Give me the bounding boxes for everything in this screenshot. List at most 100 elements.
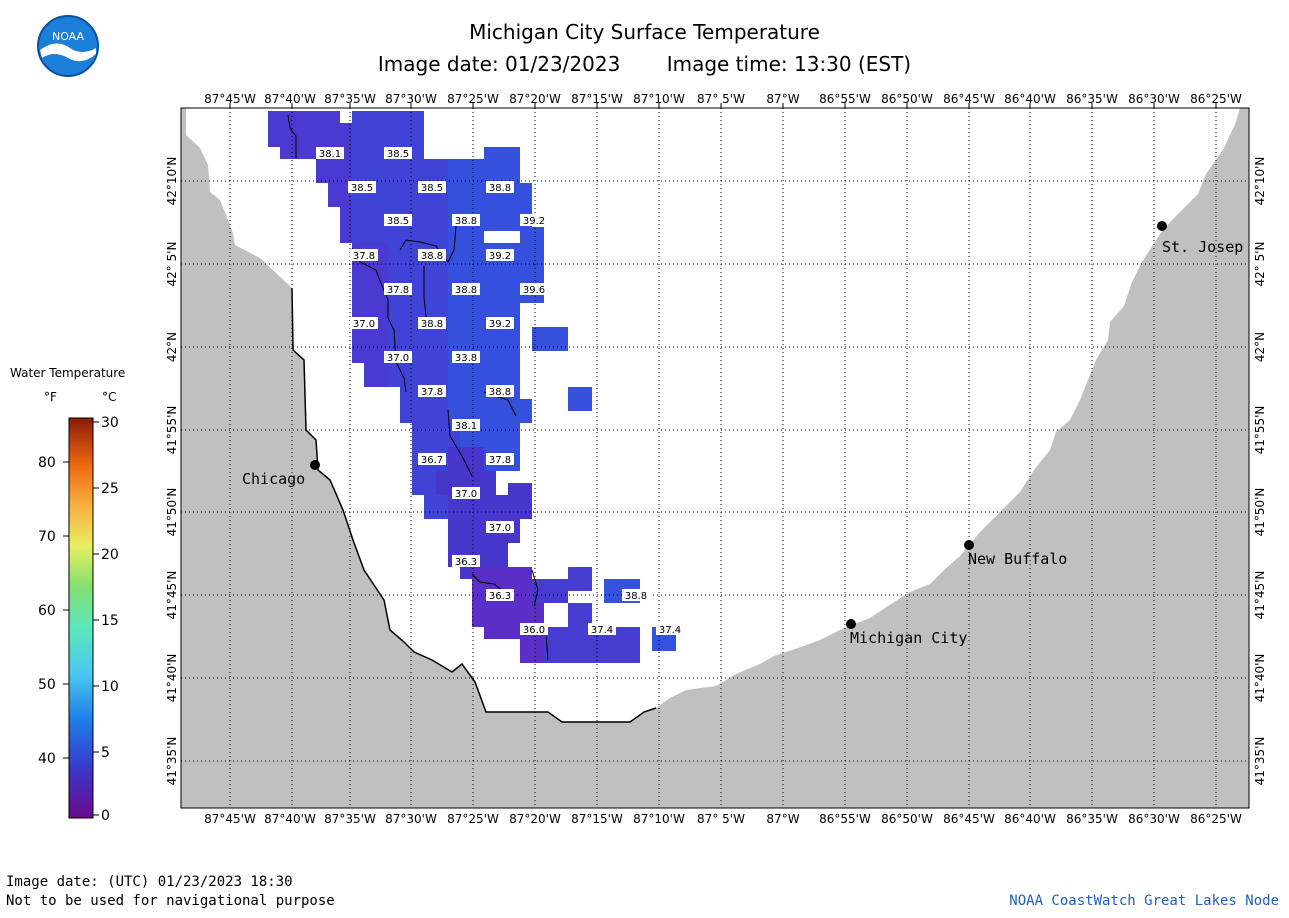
map-ticks	[229, 103, 1217, 108]
lon-label: 86°40'W	[1004, 812, 1056, 826]
legend-c-tick: 0	[101, 808, 110, 824]
legend-unit-c: °C	[102, 390, 117, 404]
legend-f-tick: 70	[38, 529, 56, 545]
lon-label: 87° 5'W	[697, 812, 745, 826]
lon-label: 86°55'W	[819, 812, 871, 826]
lat-label: 42°10'N	[1253, 157, 1267, 206]
lat-labels-left: 42°10'N 42° 5'N 42°N 41°55'N 41°50'N 41°…	[165, 157, 179, 786]
lon-label: 87°15'W	[571, 92, 623, 106]
temp-label: 36.3	[455, 557, 477, 568]
lon-label: 87°25'W	[447, 812, 499, 826]
lon-label: 87°30'W	[385, 92, 437, 106]
page-title: Michigan City Surface Temperature	[469, 20, 820, 44]
temp-label: 38.8	[625, 591, 647, 602]
lat-label: 42°10'N	[165, 157, 179, 206]
legend-f-tick: 50	[38, 677, 56, 693]
temp-label: 37.0	[353, 319, 375, 330]
lat-label: 41°45'N	[165, 571, 179, 620]
temp-label: 37.4	[591, 625, 613, 636]
city-markers: Chicago Michigan City New Buffalo St. Jo…	[242, 221, 1243, 647]
city-marker-new-buffalo	[964, 540, 974, 550]
lon-label: 86°35'W	[1066, 92, 1118, 106]
logo-text: NOAA	[52, 30, 85, 43]
legend-c-tick: 15	[101, 613, 119, 629]
shoreline	[291, 287, 657, 723]
temp-label: 37.8	[489, 455, 511, 466]
temp-label: 37.8	[387, 285, 409, 296]
lon-label: 87°25'W	[447, 92, 499, 106]
legend-c-ticks: 30 25 20 15 10 5 0	[101, 415, 119, 824]
lat-label: 41°40'N	[1253, 654, 1267, 703]
noaa-logo-icon: NOAA	[36, 14, 100, 78]
lon-label: 87°20'W	[509, 812, 561, 826]
city-label-chicago: Chicago	[242, 470, 305, 488]
lon-label: 86°25'W	[1190, 92, 1242, 106]
footer-utc-date: Image date: (UTC) 01/23/2023 18:30	[6, 874, 293, 890]
lon-label: 86°45'W	[943, 92, 995, 106]
temp-label: 36.3	[489, 591, 511, 602]
image-date: Image date: 01/23/2023	[377, 52, 621, 76]
lat-label: 41°55'N	[1253, 406, 1267, 455]
lat-label: 41°45'N	[1253, 571, 1267, 620]
temp-label: 38.8	[489, 183, 511, 194]
lat-label: 42° 5'N	[1253, 242, 1267, 287]
temp-label: 36.0	[523, 625, 545, 636]
lon-label: 86°45'W	[943, 812, 995, 826]
lat-label: 42°N	[165, 332, 179, 362]
lat-label: 42°N	[1253, 332, 1267, 362]
temp-label: 38.1	[319, 149, 341, 160]
lon-label: 87°W	[766, 92, 799, 106]
temp-label: 37.4	[659, 625, 681, 636]
temp-label: 37.0	[387, 353, 409, 364]
lon-label: 87°W	[766, 812, 799, 826]
temp-label: 38.8	[455, 216, 477, 227]
lat-label: 41°35'N	[165, 737, 179, 786]
temp-label: 38.5	[387, 216, 409, 227]
temperature-pixels	[268, 111, 676, 663]
temp-label: 38.8	[489, 387, 511, 398]
city-label-michigan-city: Michigan City	[850, 629, 967, 647]
land-west	[181, 108, 1249, 808]
temp-label: 39.2	[489, 251, 511, 262]
footer-disclaimer: Not to be used for navigational purpose	[6, 893, 335, 909]
legend-c-tick: 20	[101, 547, 119, 563]
legend-title: Water Temperature	[10, 366, 126, 380]
legend-c-tick: 30	[101, 415, 119, 431]
legend-c-tick: 5	[101, 745, 110, 761]
lon-label: 86°35'W	[1066, 812, 1118, 826]
lon-label: 87°10'W	[633, 812, 685, 826]
legend-c-tick: 25	[101, 481, 119, 497]
lon-label: 87°30'W	[385, 812, 437, 826]
temp-label: 39.2	[489, 319, 511, 330]
temp-label: 38.8	[421, 319, 443, 330]
image-datetime: Image date: 01/23/2023 Image time: 13:30…	[0, 52, 1289, 76]
legend-color-bar	[68, 417, 94, 819]
lon-label: 86°25'W	[1190, 812, 1242, 826]
lat-label: 41°50'N	[165, 488, 179, 537]
lon-label: 86°50'W	[881, 812, 933, 826]
lat-label: 41°40'N	[165, 654, 179, 703]
temp-label: 38.5	[387, 149, 409, 160]
city-marker-michigan-city	[846, 619, 856, 629]
lon-label: 87°40'W	[264, 812, 316, 826]
lat-label: 41°35'N	[1253, 737, 1267, 786]
legend-f-tick: 80	[38, 455, 56, 471]
map-frame	[180, 107, 1250, 809]
temp-label: 38.1	[455, 421, 477, 432]
lat-label: 41°50'N	[1253, 488, 1267, 537]
lon-label: 87°45'W	[204, 812, 256, 826]
city-marker-chicago	[310, 460, 320, 470]
temp-label: 37.8	[353, 251, 375, 262]
temp-label: 39.2	[523, 216, 545, 227]
temp-label: 38.5	[421, 183, 443, 194]
lon-label: 86°30'W	[1128, 812, 1180, 826]
lon-label: 87°35'W	[324, 92, 376, 106]
lon-labels-bottom: 87°45'W 87°40'W 87°35'W 87°30'W 87°25'W …	[204, 812, 1242, 826]
lat-label: 41°55'N	[165, 406, 179, 455]
temp-label: 37.0	[455, 489, 477, 500]
city-label-new-buffalo: New Buffalo	[968, 550, 1067, 568]
temp-label: 33.8	[455, 353, 477, 364]
lon-label: 86°30'W	[1128, 92, 1180, 106]
temp-label: 37.8	[421, 387, 443, 398]
legend-unit-f: °F	[44, 390, 57, 404]
